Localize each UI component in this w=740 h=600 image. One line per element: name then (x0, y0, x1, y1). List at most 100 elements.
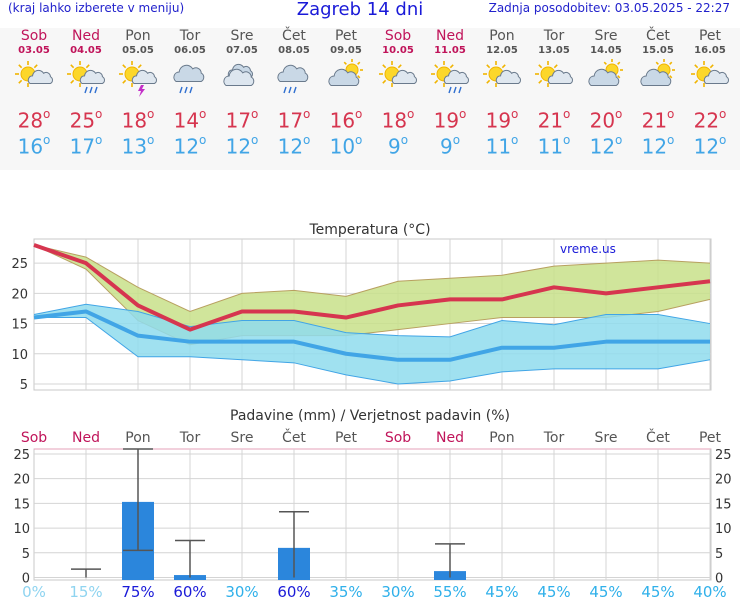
day-name: Sre (230, 28, 254, 44)
min-temperature: 12o (641, 133, 675, 159)
day-date: 11.05 (434, 45, 466, 56)
cloud-rain-icon (173, 64, 205, 94)
max-temperature-value: 18 (121, 108, 148, 133)
min-temperature-value: 12 (225, 134, 252, 159)
x-day-label: Sre (231, 430, 254, 446)
day-date: 05.05 (122, 45, 154, 56)
sun-cloud-icon (691, 61, 729, 87)
sun-cloud-rain-icon (431, 61, 469, 94)
cloud-sun-icon (328, 59, 363, 86)
temperature-chart: Temperatura (°C) 5 10 15 20 25 vreme.us (11, 222, 712, 393)
min-temperature: 12o (173, 133, 207, 159)
max-temperature-value: 22 (693, 108, 720, 133)
day-column: Čet 08.05 17o 12o (268, 28, 320, 159)
daily-forecast-strip: Sob 03.05 28o 16o Ned 04.05 25o 17o Pon 05.05 18o 1… (0, 28, 740, 170)
max-temperature-value: 20 (589, 108, 616, 133)
cloud-sun-icon (640, 59, 675, 86)
y-tick-label: 25 (11, 257, 28, 272)
min-temperature-value: 12 (641, 134, 668, 159)
min-temperature-value: 12 (693, 134, 720, 159)
max-temperature-value: 21 (537, 108, 564, 133)
y-tick-label-right: 15 (715, 497, 732, 512)
max-temperature: 19o (485, 107, 519, 133)
probability-label: 60% (173, 583, 206, 600)
y-tick-label: 5 (22, 547, 30, 562)
min-temperature-range-upper (33, 303, 711, 338)
max-temperature-value: 17 (225, 108, 252, 133)
day-date: 04.05 (70, 45, 102, 56)
day-column: Sre 07.05 17o 12o (216, 28, 268, 159)
y-tick-label-right: 25 (715, 448, 732, 463)
min-temperature: 16o (17, 133, 51, 159)
day-column: Ned 11.05 19o 9o (424, 28, 476, 159)
day-column: Pon 05.05 18o 13o (112, 28, 164, 159)
cloud-rain-icon (277, 64, 309, 94)
day-date: 07.05 (226, 45, 258, 56)
min-temperature: 12o (589, 133, 623, 159)
day-column: Sre 14.05 20o 12o (580, 28, 632, 159)
probability-label: 45% (589, 583, 622, 600)
day-name: Pet (334, 28, 358, 44)
y-tick-label: 20 (13, 473, 30, 488)
max-temperature-range (34, 245, 710, 345)
x-day-label: Sre (595, 430, 618, 446)
day-column: Čet 15.05 21o 12o (632, 28, 684, 159)
min-temperature-value: 10 (329, 134, 356, 159)
x-day-label: Pon (489, 430, 514, 446)
day-column: Tor 13.05 21o 11o (528, 28, 580, 159)
min-temperature-value: 9 (387, 134, 401, 159)
x-day-label: Čet (282, 428, 306, 446)
probability-label: 45% (641, 583, 674, 600)
probability-label: 30% (225, 583, 258, 600)
day-name: Sre (594, 28, 618, 44)
sun-cloud-icon (379, 61, 417, 87)
min-temperature: 9o (387, 133, 409, 159)
min-temperature-value: 12 (589, 134, 616, 159)
y-tick-label: 15 (13, 497, 30, 512)
max-temperature: 21o (537, 107, 571, 133)
day-name: Tor (543, 28, 565, 44)
x-day-label: Čet (646, 428, 670, 446)
x-day-label: Sob (21, 430, 47, 446)
day-name: Ned (72, 28, 100, 44)
y-tick-label: 25 (13, 448, 30, 463)
location-hint: (kraj lahko izberete v meniju) (8, 1, 185, 15)
day-column: Ned 04.05 25o 17o (60, 28, 112, 159)
day-name: Čet (282, 28, 306, 44)
probability-label: 55% (433, 583, 466, 600)
day-column: Sob 03.05 28o 16o (8, 28, 60, 159)
probability-label: 45% (537, 583, 570, 600)
max-temperature-value: 17 (277, 108, 304, 133)
precipitation-bar (174, 575, 206, 580)
y-tick-label-right: 0 (715, 572, 723, 587)
min-temperature-value: 11 (537, 134, 564, 159)
precipitation-chart: Padavine (mm) / Verjetnost padavin (%) So… (13, 408, 732, 600)
day-date: 06.05 (174, 45, 206, 56)
x-day-label: Ned (72, 430, 100, 446)
day-column: Pon 12.05 19o 11o (476, 28, 528, 159)
x-day-label: Pet (699, 430, 722, 446)
probability-label: 45% (485, 583, 518, 600)
y-tick-label-right: 20 (715, 473, 732, 488)
page-title: Zagreb 14 dni (296, 0, 424, 20)
y-tick-label: 0 (22, 572, 30, 587)
day-date: 16.05 (694, 45, 726, 56)
max-temperature: 18o (121, 107, 155, 133)
day-name: Ned (436, 28, 464, 44)
max-temperature: 20o (589, 107, 623, 133)
max-temperature: 25o (69, 107, 103, 133)
y-tick-label: 15 (11, 318, 28, 333)
x-day-label: Sob (385, 430, 411, 446)
min-temperature-line (33, 309, 710, 362)
day-date: 12.05 (486, 45, 518, 56)
y-tick-label: 20 (11, 287, 28, 302)
min-temperature-value: 17 (69, 134, 96, 159)
max-temperature-value: 14 (173, 108, 200, 133)
probability-label: 15% (69, 583, 102, 600)
min-temperature-value: 13 (121, 134, 148, 159)
max-temperature: 19o (433, 107, 467, 133)
day-date: 03.05 (18, 45, 50, 56)
min-temperature-value: 9 (439, 134, 453, 159)
sun-cloud-icon (483, 61, 521, 87)
min-temperature: 9o (439, 133, 461, 159)
